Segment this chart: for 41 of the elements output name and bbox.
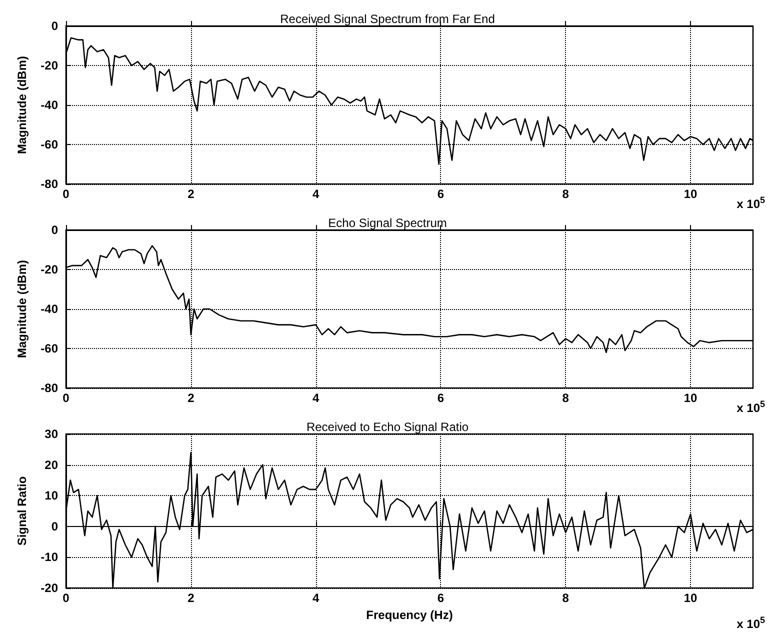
y-tick-label: 10 xyxy=(44,488,58,503)
x-tick-label: 10 xyxy=(684,187,698,201)
x-tick-label: 6 xyxy=(437,591,444,605)
y-tick-label: -60 xyxy=(40,138,58,152)
x-tick-label: 6 xyxy=(437,187,444,201)
x-tick-label: 2 xyxy=(188,591,195,605)
x-tick-label: 4 xyxy=(312,391,320,405)
x-tick-label: 6 xyxy=(437,391,444,405)
x-tick-label: 8 xyxy=(562,187,570,201)
y-tick-label: -40 xyxy=(40,98,58,112)
y-tick-label: -20 xyxy=(40,581,58,595)
y-tick-label: -40 xyxy=(40,302,58,316)
x-tick-label: 2 xyxy=(188,391,195,405)
y-tick-label: -20 xyxy=(40,262,58,276)
x-tick-label: 10 xyxy=(684,591,698,605)
y-tick-label: 0 xyxy=(51,19,58,33)
x-tick-label: 4 xyxy=(312,187,320,201)
chart-title: Echo Signal Spectrum xyxy=(328,216,447,230)
x-tick-label: 0 xyxy=(62,391,70,405)
x-tick-label: 2 xyxy=(188,187,195,201)
y-tick-label: 0 xyxy=(51,223,58,237)
y-tick-label: -20 xyxy=(40,58,58,72)
x-tick-label: 0 xyxy=(62,187,70,201)
y-tick-label: 20 xyxy=(44,458,58,472)
x-tick-label: 0 xyxy=(62,591,70,605)
y-axis-title: Magnitude (dBm) xyxy=(15,56,29,154)
x-tick-label: 10 xyxy=(684,391,698,405)
y-tick-label: 30 xyxy=(44,427,58,441)
x-tick-label: 8 xyxy=(562,391,570,405)
x-axis-title: Frequency (Hz) xyxy=(366,608,453,622)
y-tick-label: 0 xyxy=(51,519,58,534)
chart-title: Received Signal Spectrum from Far End xyxy=(280,12,495,26)
y-tick-label: -10 xyxy=(40,550,58,564)
y-axis-title: Magnitude (dBm) xyxy=(15,260,29,358)
y-tick-label: -60 xyxy=(40,342,58,356)
x-tick-label: 4 xyxy=(312,591,320,605)
y-tick-label: -80 xyxy=(40,381,58,395)
chart-title: Received to Echo Signal Ratio xyxy=(306,420,469,434)
y-tick-label: -80 xyxy=(40,177,58,191)
y-axis-title: Signal Ratio xyxy=(15,476,29,546)
x-tick-label: 8 xyxy=(562,591,570,605)
